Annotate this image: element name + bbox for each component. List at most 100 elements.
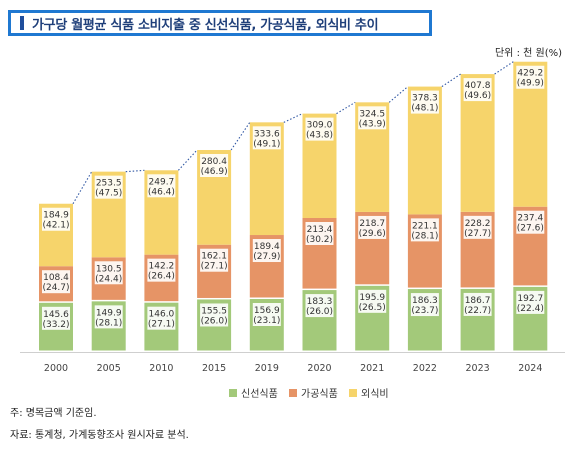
data-label-box-2022-0 [410, 293, 439, 317]
data-label-box-2015-1 [200, 248, 229, 272]
data-label-value-2015-0: 155.5 [201, 306, 227, 316]
data-label-share-2020-1: (30.2) [306, 235, 333, 245]
connector-line-2015 [230, 122, 251, 151]
data-label-share-2019-0: (23.1) [253, 316, 280, 326]
connector-line-2005 [125, 169, 145, 173]
connector-line-2010 [177, 149, 198, 171]
data-label-share-2010-0: (27.1) [148, 320, 175, 330]
data-label-box-2020-1 [305, 221, 334, 245]
data-label-value-2015-2: 280.4 [201, 157, 227, 167]
data-label-box-2023-1 [463, 215, 492, 239]
data-label-share-2021-1: (29.6) [359, 229, 386, 239]
data-label-value-2020-1: 213.4 [307, 225, 333, 235]
connector-line-2020 [336, 101, 356, 115]
data-label-box-2000-2 [42, 207, 70, 231]
data-label-box-2022-1 [410, 218, 439, 242]
data-label-share-2023-2: (49.6) [464, 91, 491, 101]
chart-title-box: 가구당 월평균 식품 소비지출 중 신선식품, 가공식품, 외식비 추이 [8, 10, 432, 36]
data-label-value-2019-2: 333.6 [254, 129, 280, 139]
x-tick-label-2000: 2000 [44, 363, 68, 374]
data-label-value-2023-1: 228.2 [465, 219, 491, 229]
data-label-value-2010-1: 142.2 [149, 262, 175, 272]
legend-dining-swatch [349, 389, 357, 397]
legend-processed-swatch [289, 389, 297, 397]
data-label-value-2019-1: 189.4 [254, 242, 280, 252]
data-label-value-2000-1: 108.4 [43, 273, 69, 283]
data-label-share-2000-1: (24.7) [42, 283, 69, 293]
legend-fresh-label: 신선식품 [241, 388, 278, 400]
connector-line-2019 [283, 113, 303, 123]
data-label-value-2010-2: 249.7 [149, 177, 175, 187]
data-label-share-2021-0: (26.5) [359, 303, 386, 313]
data-label-share-2005-2: (47.5) [95, 189, 122, 199]
data-label-box-2010-0 [147, 306, 176, 330]
data-label-share-2019-2: (49.1) [253, 139, 280, 149]
data-label-box-2005-0 [94, 305, 123, 329]
data-label-share-2015-0: (26.0) [201, 316, 228, 326]
data-label-box-2022-2 [410, 90, 439, 114]
data-label-share-2010-2: (46.4) [148, 187, 175, 197]
title-accent-bar [20, 16, 24, 30]
data-label-value-2021-2: 324.5 [359, 109, 385, 119]
x-tick-label-2015: 2015 [202, 363, 226, 374]
data-label-value-2020-2: 309.0 [307, 121, 333, 131]
data-label-value-2022-1: 221.1 [412, 221, 438, 231]
x-tick-label-2024: 2024 [518, 363, 542, 374]
data-label-share-2000-0: (33.2) [42, 320, 69, 330]
note-basis: 주: 명목금액 기준임. [10, 408, 97, 419]
data-label-box-2019-0 [252, 302, 281, 326]
data-label-value-2021-0: 195.9 [359, 293, 385, 303]
data-label-value-2024-2: 429.2 [517, 69, 543, 79]
data-label-share-2015-1: (27.1) [201, 262, 228, 272]
data-label-share-2022-2: (48.1) [411, 104, 438, 114]
data-label-share-2010-1: (26.4) [148, 272, 175, 282]
data-label-box-2021-2 [358, 106, 387, 130]
data-label-share-2023-0: (22.7) [464, 306, 491, 316]
x-tick-label-2010: 2010 [149, 363, 173, 374]
x-tick-label-2005: 2005 [97, 363, 121, 374]
x-tick-label-2022: 2022 [413, 363, 437, 374]
data-label-value-2024-0: 192.7 [517, 294, 543, 304]
connector-line-2022 [441, 73, 461, 88]
data-label-share-2000-2: (42.1) [42, 221, 69, 231]
data-label-share-2024-2: (49.9) [517, 79, 544, 89]
note-source: 자료: 통계청, 가계동향조사 원시자료 분석. [10, 430, 189, 441]
data-label-box-2020-0 [305, 294, 334, 318]
data-label-value-2005-0: 149.9 [96, 308, 122, 318]
unit-label: 단위 : 천 원(%) [494, 48, 562, 59]
data-label-value-2005-2: 253.5 [96, 179, 122, 189]
data-label-box-2024-1 [516, 210, 545, 234]
legend-dining-label: 외식비 [361, 388, 389, 400]
data-label-value-2020-0: 183.3 [307, 297, 333, 307]
data-label-share-2005-1: (24.4) [95, 274, 122, 284]
data-label-share-2022-1: (28.1) [411, 231, 438, 241]
data-label-value-2023-2: 407.8 [465, 81, 491, 91]
data-label-box-2015-0 [200, 303, 229, 327]
data-label-box-2005-2 [94, 175, 123, 199]
x-tick-label-2020: 2020 [307, 363, 331, 374]
data-label-box-2019-2 [252, 126, 281, 150]
data-label-share-2019-1: (27.9) [253, 252, 280, 262]
legend-processed-label: 가공식품 [301, 388, 338, 400]
data-label-box-2000-1 [42, 270, 70, 294]
data-label-box-2015-2 [200, 153, 229, 177]
data-label-box-2010-2 [147, 174, 176, 198]
x-tick-label-2023: 2023 [466, 363, 490, 374]
data-label-box-2023-0 [463, 292, 492, 316]
data-label-share-2024-1: (27.6) [517, 224, 544, 234]
data-label-value-2015-1: 162.1 [201, 252, 227, 262]
data-label-value-2010-0: 146.0 [149, 310, 175, 320]
data-label-share-2020-2: (43.8) [306, 131, 333, 141]
data-label-value-2000-2: 184.9 [43, 211, 69, 221]
data-label-share-2015-2: (46.9) [201, 167, 228, 177]
data-label-box-2024-2 [516, 65, 545, 89]
chart-title: 가구당 월평균 식품 소비지출 중 신선식품, 가공식품, 외식비 추이 [32, 17, 379, 33]
data-label-value-2022-2: 378.3 [412, 94, 438, 104]
data-label-value-2023-0: 186.7 [465, 296, 491, 306]
data-label-box-2000-0 [42, 306, 70, 330]
data-label-box-2021-1 [358, 215, 387, 239]
data-label-share-2020-0: (26.0) [306, 307, 333, 317]
data-label-share-2021-2: (43.9) [359, 119, 386, 129]
data-label-box-2021-0 [358, 289, 387, 313]
